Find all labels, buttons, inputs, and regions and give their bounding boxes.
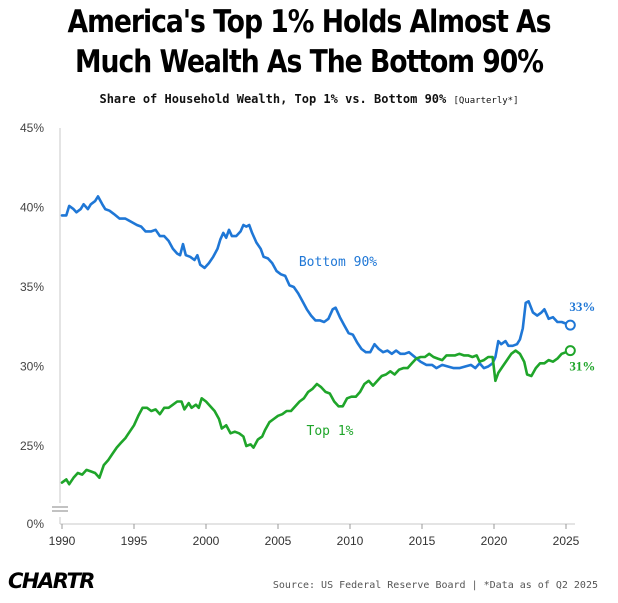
source-note: Source: US Federal Reserve Board | *Data… [272,580,598,591]
x-tick-label: 1995 [121,534,148,548]
series-name-label: Top 1% [307,424,354,439]
y-tick-label: 30% [20,360,44,374]
subtitle-note: [Quarterly*] [453,96,519,106]
series-line [60,195,572,370]
y-tick-label: 40% [20,201,44,215]
subtitle-text: Share of Household Wealth, Top 1% vs. Bo… [99,92,447,106]
y-tick-label: 45% [20,121,44,135]
series-end-marker [564,345,576,357]
y-tick-label: 25% [20,439,44,453]
x-tick-label: 2020 [481,534,508,548]
chart-title: America's Top 1% Holds Almost As Much We… [67,4,552,80]
series-end-marker [564,319,576,331]
series-end-label: 31% [569,359,595,374]
series-end-label: 33% [569,299,595,314]
x-tick-label: 2000 [193,534,220,548]
y-tick-label: 35% [20,280,44,294]
x-tick-label: 2010 [337,534,364,548]
x-tick-label: 1990 [49,534,76,548]
series-name-label: Bottom 90% [299,255,377,270]
x-tick-label: 2015 [409,534,436,548]
chart-subtitle: Share of Household Wealth, Top 1% vs. Bo… [0,92,618,106]
x-tick-label: 2025 [553,534,580,548]
brand-logo: CHARTR [8,569,95,593]
series-line [60,349,572,486]
y-tick-label: 0% [27,517,45,531]
x-tick-label: 2005 [265,534,292,548]
